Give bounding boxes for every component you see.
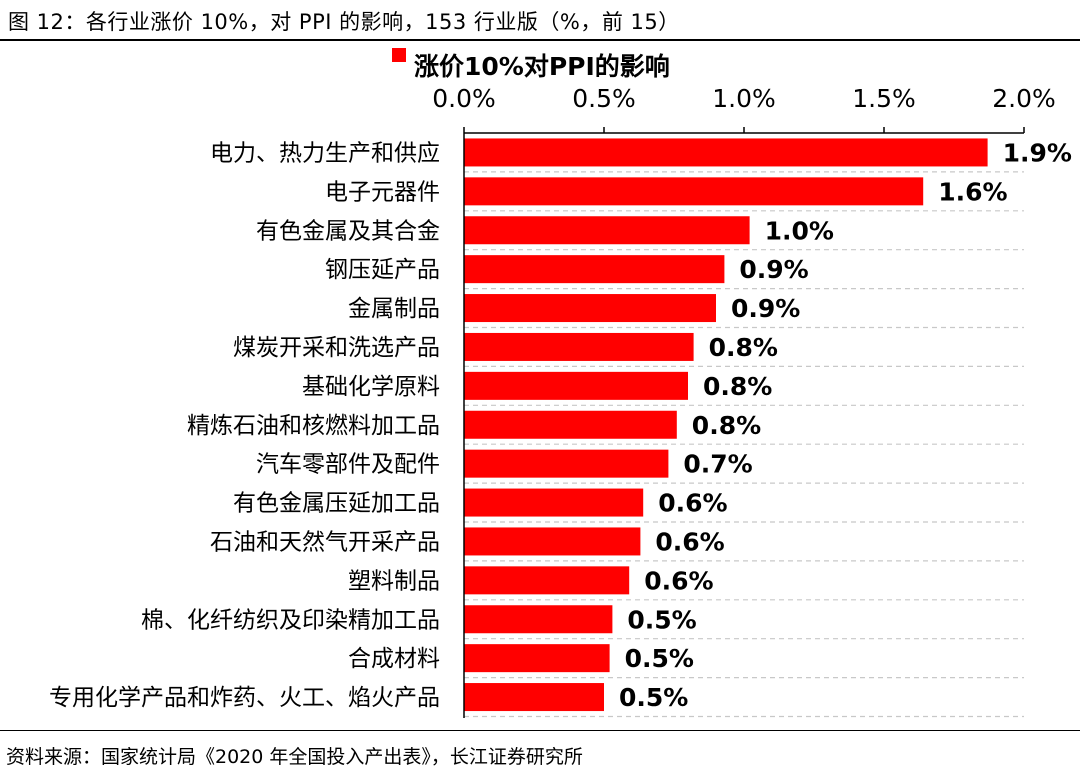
category-label: 电力、热力生产和供应 — [210, 140, 440, 166]
category-label: 钢压延产品 — [325, 257, 440, 283]
category-label: 金属制品 — [348, 296, 440, 322]
category-label: 有色金属及其合金 — [256, 218, 440, 244]
data-label: 0.8% — [709, 333, 778, 362]
bar — [464, 294, 716, 323]
bar — [464, 371, 688, 400]
title-rule — [0, 39, 1080, 41]
bar — [464, 255, 725, 284]
bar — [464, 332, 694, 361]
bar — [464, 177, 924, 206]
bar — [464, 566, 630, 595]
category-label: 合成材料 — [348, 646, 440, 672]
data-label: 0.5% — [619, 683, 688, 712]
category-label: 煤炭开采和洗选产品 — [233, 335, 440, 361]
category-label: 有色金属压延加工品 — [233, 491, 440, 517]
source-note: 资料来源：国家统计局《2020 年全国投入产出表》，长江证券研究所 — [6, 746, 583, 768]
bar — [464, 683, 604, 712]
data-label: 0.9% — [739, 255, 808, 284]
data-label: 0.5% — [625, 644, 694, 673]
category-label: 汽车零部件及配件 — [256, 452, 440, 478]
bars — [464, 138, 988, 712]
x-tick-label: 0.0% — [432, 84, 496, 113]
x-tick-label: 0.5% — [572, 84, 636, 113]
data-label: 0.9% — [731, 294, 800, 323]
legend-swatch — [392, 48, 406, 62]
bar — [464, 449, 669, 478]
x-tick-label: 1.5% — [852, 84, 916, 113]
data-label: 0.6% — [658, 489, 727, 518]
data-label: 0.8% — [692, 411, 761, 440]
source-rule — [0, 730, 1080, 731]
category-label: 电子元器件 — [325, 179, 440, 205]
category-label: 基础化学原料 — [302, 374, 440, 400]
data-label: 0.6% — [655, 527, 724, 556]
legend: 涨价10%对PPI的影响 — [392, 48, 670, 81]
data-label: 1.6% — [938, 177, 1007, 206]
bar — [464, 527, 641, 556]
bar — [464, 488, 644, 517]
category-label: 石油和天然气开采产品 — [210, 529, 440, 555]
data-label: 1.9% — [1003, 138, 1072, 167]
data-labels: 1.9% 1.6% 1.0% 0.9% 0.9% 0.8% 0.8% 0.8% 0.7% 0.6%… — [619, 138, 1072, 712]
data-label: 0.8% — [703, 372, 772, 401]
bar-chart: 涨价10%对PPI的影响 0.0% 0.5% 1.0% 1.5% 2.0% 电力、热力生… — [49, 48, 1072, 718]
category-label: 棉、化纤纺织及印染精加工品 — [141, 607, 440, 633]
x-tick-label: 2.0% — [992, 84, 1056, 113]
category-label: 塑料制品 — [348, 568, 440, 594]
category-labels: 电力、热力生产和供应电子元器件有色金属及其合金钢压延产品金属制品煤炭开采和洗选产… — [49, 140, 440, 711]
category-label: 专用化学产品和炸药、火工、焰火产品 — [49, 685, 440, 711]
legend-label: 涨价10%对PPI的影响 — [414, 52, 670, 81]
gridlines — [464, 171, 1024, 718]
bar — [464, 605, 613, 634]
data-label: 0.7% — [683, 450, 752, 479]
bar — [464, 216, 750, 245]
bar — [464, 644, 610, 673]
x-axis-ticks: 0.0% 0.5% 1.0% 1.5% 2.0% — [432, 84, 1056, 134]
data-label: 0.6% — [644, 566, 713, 595]
bar — [464, 138, 988, 167]
x-tick-label: 1.0% — [712, 84, 776, 113]
bar — [464, 410, 677, 439]
data-label: 1.0% — [765, 216, 834, 245]
category-label: 精炼石油和核燃料加工品 — [187, 413, 440, 439]
data-label: 0.5% — [627, 605, 696, 634]
figure-title: 图 12：各行业涨价 10%，对 PPI 的影响，153 行业版（%，前 15） — [8, 10, 680, 34]
